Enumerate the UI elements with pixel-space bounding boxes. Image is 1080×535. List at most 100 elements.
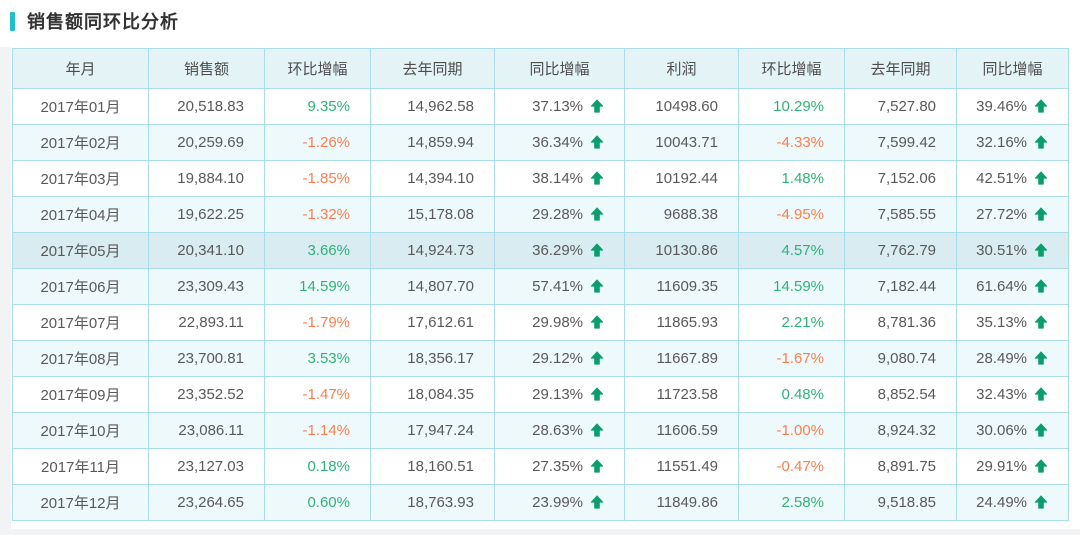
table-row[interactable]: 2017年12月 23,264.65 0.60% 18,763.93 23.99… — [12, 484, 1069, 521]
cell-sales-ly: 18,084.35 — [370, 376, 495, 413]
month-label: 2017年09月 — [40, 387, 121, 404]
profit-ly-value: 7,585.55 — [877, 206, 936, 223]
cell-sales-ly: 14,394.10 — [370, 160, 495, 197]
page-left-gutter — [0, 47, 11, 535]
arrow-up-icon — [1034, 279, 1048, 293]
col-header-profit-yoy: 同比增幅 — [956, 48, 1069, 89]
cell-sales-mom: -1.26% — [264, 124, 371, 161]
table-row[interactable]: 2017年03月 19,884.10 -1.85% 14,394.10 38.1… — [12, 160, 1069, 197]
cell-month: 2017年12月 — [12, 484, 149, 521]
sales-analysis-table: 年月 销售额 环比增幅 去年同期 同比增幅 利润 环比增幅 去年同期 同比增幅 … — [12, 48, 1069, 521]
cell-sales: 23,127.03 — [148, 448, 265, 485]
month-label: 2017年07月 — [40, 315, 121, 332]
cell-sales: 23,352.52 — [148, 376, 265, 413]
table-row[interactable]: 2017年10月 23,086.11 -1.14% 17,947.24 28.6… — [12, 412, 1069, 449]
table-row[interactable]: 2017年09月 23,352.52 -1.47% 18,084.35 29.1… — [12, 376, 1069, 413]
profit-ly-value: 7,182.44 — [877, 278, 936, 295]
cell-profit-yoy: 30.51% — [956, 232, 1069, 269]
col-header-sales-mom: 环比增幅 — [264, 48, 371, 89]
cell-profit-mom: -4.95% — [738, 196, 845, 233]
profit-mom-value: -4.95% — [776, 206, 824, 223]
cell-month: 2017年09月 — [12, 376, 149, 413]
profit-yoy-value: 39.46% — [976, 98, 1027, 115]
sales-yoy-value: 29.12% — [532, 350, 583, 367]
sales-value: 20,341.10 — [177, 242, 244, 259]
cell-sales-mom: -1.79% — [264, 304, 371, 341]
profit-yoy-value: 42.51% — [976, 170, 1027, 187]
cell-profit: 11551.49 — [624, 448, 739, 485]
col-header-profit-ly: 去年同期 — [844, 48, 957, 89]
month-label: 2017年11月 — [41, 459, 120, 476]
sales-mom-value: -1.85% — [302, 170, 350, 187]
cell-profit: 11667.89 — [624, 340, 739, 377]
cell-profit-yoy: 28.49% — [956, 340, 1069, 377]
month-label: 2017年06月 — [40, 279, 121, 296]
table-row[interactable]: 2017年05月 20,341.10 3.66% 14,924.73 36.29… — [12, 232, 1069, 269]
profit-ly-value: 7,762.79 — [877, 242, 936, 259]
cell-month: 2017年04月 — [12, 196, 149, 233]
sales-mom-value: 9.35% — [307, 98, 350, 115]
cell-profit-mom: 14.59% — [738, 268, 845, 305]
cell-sales-yoy: 29.12% — [494, 340, 625, 377]
arrow-up-icon — [590, 99, 604, 113]
cell-profit-yoy: 32.16% — [956, 124, 1069, 161]
profit-ly-value: 8,924.32 — [877, 422, 936, 439]
table-row[interactable]: 2017年04月 19,622.25 -1.32% 15,178.08 29.2… — [12, 196, 1069, 233]
cell-sales-ly: 14,807.70 — [370, 268, 495, 305]
profit-yoy-value: 32.16% — [976, 134, 1027, 151]
arrow-up-icon — [1034, 243, 1048, 257]
arrow-up-icon — [1034, 459, 1048, 473]
profit-mom-value: 2.58% — [781, 494, 824, 511]
profit-value: 10130.86 — [655, 242, 718, 259]
arrow-up-icon — [1034, 171, 1048, 185]
sales-yoy-value: 38.14% — [532, 170, 583, 187]
month-label: 2017年04月 — [40, 207, 121, 224]
cell-profit-ly: 7,599.42 — [844, 124, 957, 161]
cell-sales-ly: 17,612.61 — [370, 304, 495, 341]
cell-profit: 10498.60 — [624, 88, 739, 125]
cell-sales-yoy: 57.41% — [494, 268, 625, 305]
col-header-sales-yoy: 同比增幅 — [494, 48, 625, 89]
arrow-up-icon — [590, 495, 604, 509]
profit-yoy-value: 30.06% — [976, 422, 1027, 439]
cell-sales: 20,341.10 — [148, 232, 265, 269]
cell-profit: 9688.38 — [624, 196, 739, 233]
table-row[interactable]: 2017年02月 20,259.69 -1.26% 14,859.94 36.3… — [12, 124, 1069, 161]
sales-ly-value: 14,962.58 — [407, 98, 474, 115]
arrow-up-icon — [590, 135, 604, 149]
cell-sales: 22,893.11 — [148, 304, 265, 341]
sales-mom-value: -1.79% — [302, 314, 350, 331]
cell-profit-ly: 9,080.74 — [844, 340, 957, 377]
profit-mom-value: 10.29% — [773, 98, 824, 115]
cell-month: 2017年01月 — [12, 88, 149, 125]
profit-yoy-value: 28.49% — [976, 350, 1027, 367]
sales-mom-value: 3.66% — [307, 242, 350, 259]
cell-profit-mom: -1.67% — [738, 340, 845, 377]
cell-sales-mom: 0.60% — [264, 484, 371, 521]
sales-ly-value: 18,160.51 — [407, 458, 474, 475]
cell-sales-ly: 15,178.08 — [370, 196, 495, 233]
table-row[interactable]: 2017年07月 22,893.11 -1.79% 17,612.61 29.9… — [12, 304, 1069, 341]
cell-sales-ly: 14,924.73 — [370, 232, 495, 269]
cell-profit-yoy: 30.06% — [956, 412, 1069, 449]
cell-sales-yoy: 28.63% — [494, 412, 625, 449]
profit-ly-value: 9,518.85 — [877, 494, 936, 511]
table-row[interactable]: 2017年08月 23,700.81 3.53% 18,356.17 29.12… — [12, 340, 1069, 377]
cell-profit: 11849.86 — [624, 484, 739, 521]
cell-sales-yoy: 23.99% — [494, 484, 625, 521]
cell-profit-ly: 7,152.06 — [844, 160, 957, 197]
sales-yoy-value: 28.63% — [532, 422, 583, 439]
sales-value: 19,622.25 — [177, 206, 244, 223]
cell-profit: 11606.59 — [624, 412, 739, 449]
sales-yoy-value: 36.34% — [532, 134, 583, 151]
cell-profit: 10130.86 — [624, 232, 739, 269]
cell-month: 2017年03月 — [12, 160, 149, 197]
cell-profit-ly: 8,924.32 — [844, 412, 957, 449]
sales-value: 23,264.65 — [177, 494, 244, 511]
table-row[interactable]: 2017年01月 20,518.83 9.35% 14,962.58 37.13… — [12, 88, 1069, 125]
profit-ly-value: 8,781.36 — [877, 314, 936, 331]
table-row[interactable]: 2017年11月 23,127.03 0.18% 18,160.51 27.35… — [12, 448, 1069, 485]
title-accent-bar — [10, 11, 15, 31]
cell-sales-mom: 3.66% — [264, 232, 371, 269]
table-row[interactable]: 2017年06月 23,309.43 14.59% 14,807.70 57.4… — [12, 268, 1069, 305]
